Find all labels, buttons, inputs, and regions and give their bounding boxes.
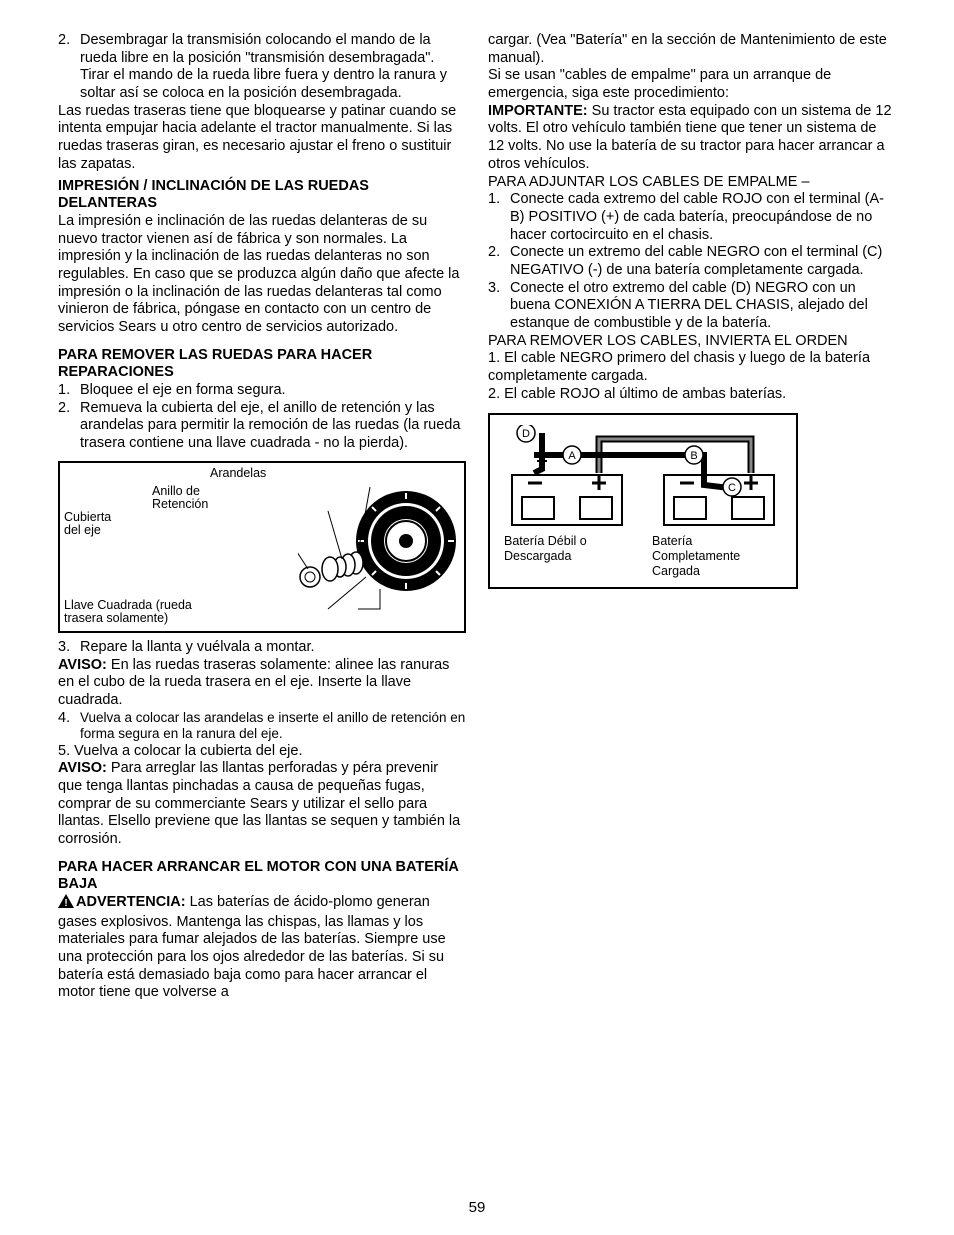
list-item: 4. Vuelva a colocar las arandelas e inse… [58,710,466,743]
paragraph: Las ruedas traseras tiene que bloquearse… [58,103,466,174]
svg-text:B: B [690,450,697,462]
fig-label: trasera solamente) [64,612,168,625]
advertencia-label: ADVERTENCIA: [76,894,186,910]
item-number: 3. [488,280,510,333]
item-text: Conecte cada extremo del cable ROJO con … [510,191,896,244]
item-number: 2. [58,400,80,453]
fig-label: Cubierta [64,511,111,524]
fig-label: Completamente [652,549,740,564]
page-number: 59 [0,1199,954,1217]
section-heading: PARA HACER ARRANCAR EL MOTOR CON UNA BAT… [58,859,466,894]
list-item: 1. Conecte cada extremo del cable ROJO c… [488,191,896,244]
item-text: Desembragar la transmisión colocando el … [80,32,466,103]
fig-label: Retención [152,498,208,511]
warning-icon: ! [58,894,74,914]
item-number: 4. [58,710,80,743]
paragraph: La impresión e inclinación de las ruedas… [58,213,466,337]
importante-label: IMPORTANTE: [488,103,588,119]
svg-text:D: D [522,428,530,440]
item-number: 2. [488,244,510,279]
section-heading: IMPRESIÓN / INCLINACIÓN DE LAS RUEDAS DE… [58,178,466,213]
fig-label: Batería Débil o Descargada [504,534,624,580]
item-text: Conecte el otro extremo del cable (D) NE… [510,280,896,333]
subheading: PARA ADJUNTAR LOS CABLES DE EMPALME – [488,174,896,192]
paragraph: ! ADVERTENCIA: Las baterías de ácido-plo… [58,894,466,1002]
list-item: 2. El cable ROJO al último de ambas bate… [488,386,896,404]
fig-label: Cargada [652,564,740,579]
paragraph: AVISO: En las ruedas traseras solamente:… [58,657,466,710]
right-column: cargar. (Vea "Batería" en la sección de … [488,32,896,1002]
fig-label: Batería [652,534,740,549]
section-heading: PARA REMOVER LAS RUEDAS PARA HACER REPAR… [58,347,466,382]
paragraph: 5. Vuelva a colocar la cubierta del eje. [58,743,466,761]
wheel-diagram: Arandelas Anillo de Retención Cubierta d… [58,461,466,633]
list-item: 1. El cable NEGRO primero del chasis y l… [488,350,896,385]
item-text: Vuelva a colocar las arandelas e inserte… [80,710,466,743]
paragraph: cargar. (Vea "Batería" en la sección de … [488,32,896,67]
fig-label: Anillo de [152,485,200,498]
list-item: 2. Conecte un extremo del cable NEGRO co… [488,244,896,279]
paragraph: Si se usan "cables de empalme" para un a… [488,67,896,102]
svg-text:A: A [568,450,576,462]
list-item: 2. Remueva la cubierta del eje, el anill… [58,400,466,453]
item-number: 3. [58,639,80,657]
aviso-text: Para arreglar las llantas perforadas y p… [58,760,460,847]
svg-text:C: C [728,482,736,494]
item-text: Conecte un extremo del cable NEGRO con e… [510,244,896,279]
left-column: 2. Desembragar la transmisión colocando … [58,32,466,1002]
list-item: 3. Repare la llanta y vuélvala a montar. [58,639,466,657]
list-item: 3. Conecte el otro extremo del cable (D)… [488,280,896,333]
wheel-svg [298,469,458,619]
aviso-text: En las ruedas traseras solamente: alinee… [58,657,449,708]
item-text: Bloquee el eje en forma segura. [80,382,466,400]
list-item: 1. Bloquee el eje en forma segura. [58,382,466,400]
svg-text:!: ! [64,898,67,908]
fig-label: Arandelas [210,467,266,480]
item-number: 2. [58,32,80,103]
item-number: 1. [488,191,510,244]
item-number: 1. [58,382,80,400]
aviso-label: AVISO: [58,657,107,673]
paragraph: AVISO: Para arreglar las llantas perfora… [58,760,466,848]
aviso-label: AVISO: [58,760,107,776]
subheading: PARA REMOVER LOS CABLES, INVIERTA EL ORD… [488,333,896,351]
list-item: 2. Desembragar la transmisión colocando … [58,32,466,103]
item-text: Repare la llanta y vuélvala a montar. [80,639,466,657]
battery-svg: D A B C [504,425,784,543]
battery-diagram: D A B C Batería Débil o Descargada Bater… [488,413,798,589]
fig-label: Llave Cuadrada (rueda [64,599,192,612]
fig-label-group: Batería Completamente Cargada [652,534,740,580]
fig-label: del eje [64,524,101,537]
item-text: Remueva la cubierta del eje, el anillo d… [80,400,466,453]
paragraph: IMPORTANTE: Su tractor esta equipado con… [488,103,896,174]
